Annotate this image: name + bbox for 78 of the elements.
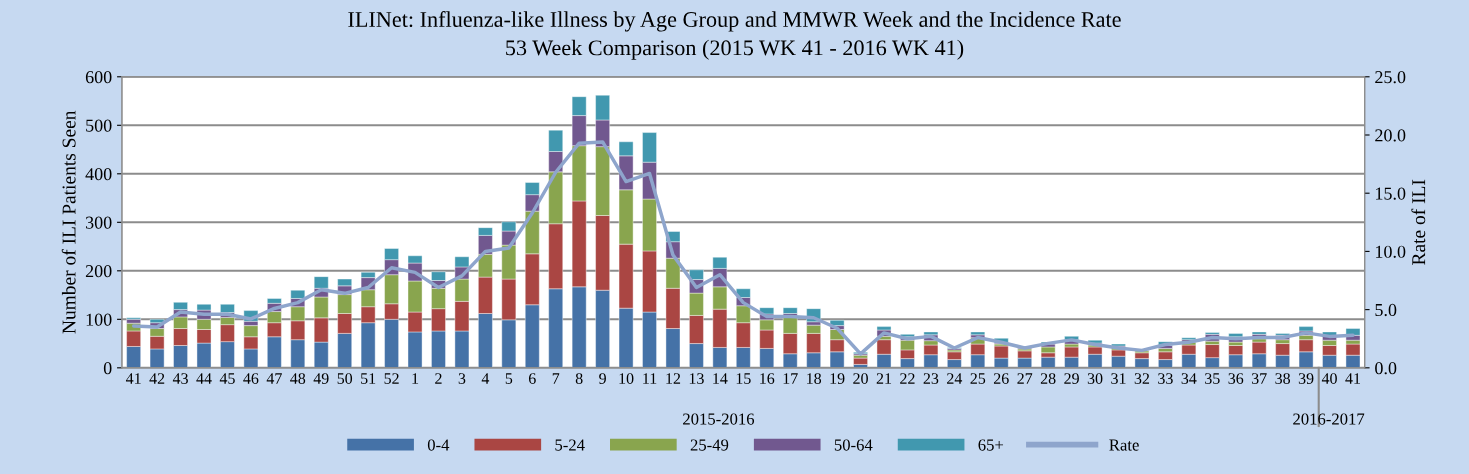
x-tick-label: 16: [760, 373, 775, 384]
y-axis-title: Number of ILI Patients Seen: [61, 110, 76, 334]
x-tick-label: 52: [384, 373, 399, 384]
x-tick-label: 25: [970, 373, 986, 384]
legend-label: 50-64: [834, 439, 873, 451]
text: 2015-2016: [683, 413, 755, 425]
x-tick-label: 5: [505, 373, 513, 384]
x-tick-label: 37: [1251, 373, 1267, 384]
x-tick-label: 24: [947, 373, 963, 384]
legend-label: 65+: [978, 439, 1004, 451]
y2-tick-label: 15.0: [1376, 187, 1406, 200]
chart-title: ILINet: Influenza-like Illness by Age Group and MMWR Week and the Incidence Rate: [348, 11, 1121, 32]
x-tick-label: 28: [1040, 373, 1056, 384]
x-tick-label: 30: [1087, 373, 1103, 384]
y2-tick-label: 25.0: [1375, 71, 1406, 84]
y-tick-label: 300: [85, 216, 112, 229]
y-tick-label: 600: [85, 71, 112, 84]
y2-tick-label: 10.0: [1376, 245, 1406, 258]
x-tick-label: 42: [149, 373, 165, 384]
x-tick-label: 32: [1134, 373, 1150, 384]
x-tick-label: 35: [1205, 373, 1220, 384]
x-tick-label: 15: [736, 373, 751, 384]
x-tick-label: 45: [219, 373, 235, 384]
x-tick-label: 41: [125, 373, 141, 384]
x-tick-label: 43: [172, 373, 188, 384]
legend-label: 5-24: [555, 439, 585, 451]
x-tick-label: 34: [1181, 373, 1197, 384]
x-tick-label: 31: [1111, 373, 1126, 384]
y2-tick-label: 0.0: [1375, 362, 1397, 375]
x-tick-label: 10: [619, 373, 634, 384]
x-tick-label: 29: [1064, 373, 1079, 384]
x-tick-label: 50: [337, 373, 353, 384]
x-tick-label: 49: [313, 373, 329, 384]
y2-tick-label: 5.0: [1375, 303, 1397, 317]
x-tick-label: 40: [1321, 373, 1337, 384]
x-tick-label: 8: [575, 373, 583, 384]
legend-label: Rate: [1109, 439, 1139, 451]
text: 2016-2017: [1293, 413, 1365, 425]
x-tick-label: 41: [1345, 373, 1360, 384]
x-tick-label: 3: [458, 373, 466, 384]
x-tick-label: 2: [435, 373, 442, 384]
x-tick-label: 39: [1298, 373, 1314, 384]
y2-tick-label: 20.0: [1375, 129, 1406, 142]
x-tick-label: 18: [807, 373, 822, 384]
y-tick-label: 100: [86, 313, 112, 326]
chart-subtitle: 53 Week Comparison (2015 WK 41 - 2016 WK 41): [506, 39, 964, 60]
y-tick-label: 200: [85, 265, 112, 278]
y-tick-label: 500: [86, 119, 112, 132]
x-tick-label: 4: [481, 373, 490, 384]
x-tick-label: 33: [1158, 373, 1173, 384]
y2-axis-title: Rate of ILI: [1411, 179, 1426, 265]
x-tick-label: 27: [1017, 373, 1033, 384]
x-tick-label: 1: [412, 373, 419, 384]
x-tick-label: 21: [876, 373, 892, 384]
x-tick-label: 20: [853, 373, 868, 384]
x-tick-label: 38: [1275, 373, 1291, 384]
x-tick-label: 9: [599, 373, 606, 384]
x-tick-label: 36: [1228, 373, 1244, 384]
x-tick-label: 26: [993, 373, 1009, 384]
y-tick-label: 400: [85, 168, 112, 181]
legend-label: 0-4: [427, 439, 450, 451]
x-tick-label: 17: [783, 373, 798, 384]
x-tick-label: 12: [666, 373, 681, 384]
x-tick-label: 44: [196, 373, 212, 384]
legend-label: 25-49: [690, 439, 729, 451]
x-tick-label: 13: [689, 373, 704, 384]
x-tick-label: 48: [290, 373, 306, 384]
x-tick-label: 11: [643, 373, 657, 384]
x-tick-label: 7: [552, 373, 560, 384]
x-tick-label: 51: [361, 373, 376, 384]
x-tick-label: 22: [900, 373, 915, 384]
y-tick-label: 0: [103, 362, 112, 375]
x-tick-label: 19: [830, 373, 845, 384]
x-tick-label: 46: [243, 373, 259, 384]
x-tick-label: 14: [713, 373, 728, 384]
x-tick-label: 23: [923, 373, 939, 384]
x-tick-label: 6: [528, 373, 536, 384]
x-tick-label: 47: [266, 373, 282, 384]
